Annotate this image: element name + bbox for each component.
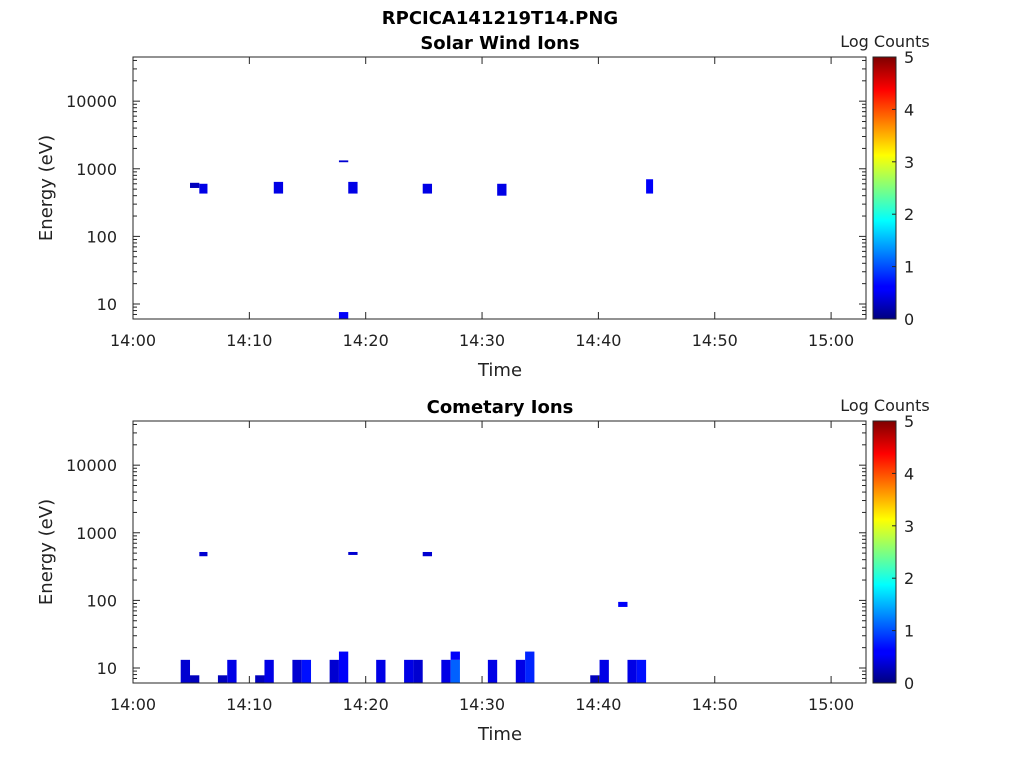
colorbar-tick-label: 2 [904, 205, 914, 224]
spectrogram-cell [627, 659, 637, 683]
spectrogram-cell [217, 675, 228, 683]
panel-title: Solar Wind Ions [420, 33, 579, 54]
x-tick-label: 14:10 [226, 331, 272, 350]
spectrogram-cell [227, 659, 237, 683]
colorbar-tick-label: 0 [904, 310, 914, 329]
spectrogram-cell [404, 659, 414, 683]
x-tick-label: 14:50 [692, 695, 738, 714]
plot-frame [132, 420, 867, 684]
x-tick-label: 14:00 [110, 331, 156, 350]
x-tick-label: 14:40 [575, 331, 621, 350]
x-tick-label: 14:00 [110, 695, 156, 714]
spectrogram-cell [338, 160, 349, 163]
spectrogram-cell [450, 651, 460, 660]
spectrogram-cell [590, 675, 600, 683]
x-tick-label: 15:00 [808, 331, 854, 350]
colorbar-label: Log Counts [840, 396, 930, 415]
spectrogram-cell [348, 181, 358, 194]
spectrogram-cell [618, 601, 628, 607]
spectrogram-cell [497, 183, 507, 196]
spectrogram-cell [190, 182, 200, 188]
x-tick-label: 14:10 [226, 695, 272, 714]
x-tick-label: 14:30 [459, 695, 505, 714]
spectrogram-cell [646, 179, 654, 194]
spectrogram-cell [441, 659, 451, 683]
spectrogram-cell [422, 183, 433, 194]
spectrogram-cell [180, 659, 191, 683]
colorbar-tick-label: 4 [904, 100, 914, 119]
spectrogram-cell [255, 675, 265, 683]
colorbar-tick-label: 3 [904, 517, 914, 536]
y-tick-label: 1000 [76, 160, 117, 179]
spectrogram-cell [338, 312, 349, 319]
plot-frame [132, 56, 867, 320]
spectrogram-cell [273, 181, 284, 194]
y-axis-label: Energy (eV) [36, 135, 57, 241]
spectrogram-cell [292, 659, 302, 683]
spectrogram-cell [487, 659, 498, 683]
colorbar-gradient [872, 420, 897, 684]
colorbar: Log Counts 0 1 2 3 4 5 [840, 396, 930, 693]
spectrogram-cell [450, 659, 460, 683]
x-tick-label: 15:00 [808, 695, 854, 714]
spectrogram-cell [525, 651, 535, 683]
spectrogram-cell [264, 659, 274, 683]
colorbar-tick-label: 3 [904, 153, 914, 172]
spectrogram-cell [376, 659, 386, 683]
colorbar-tick-label: 1 [904, 622, 914, 641]
figure-title: RPCICA141219T14.PNG [382, 8, 618, 29]
y-tick-label: 10000 [66, 92, 117, 111]
y-axis-label: Energy (eV) [36, 499, 57, 605]
spectrogram-cell [599, 659, 609, 683]
spectrogram-cell [190, 675, 200, 683]
spectrogram-cell [301, 659, 312, 683]
x-tick-label: 14:40 [575, 695, 621, 714]
spectrogram-cell [348, 551, 358, 555]
spectrogram-cell [636, 659, 647, 683]
colorbar-tick-label: 0 [904, 674, 914, 693]
cometary-ions-panel: Cometary Ions Energy (eV) Time Log Count… [36, 396, 930, 745]
spectrogram-cell [413, 659, 423, 683]
y-tick-label: 100 [86, 591, 117, 610]
colorbar-tick-label: 4 [904, 464, 914, 483]
spectrogram-cell [338, 651, 349, 683]
colorbar-tick-label: 5 [904, 412, 914, 431]
x-tick-label: 14:50 [692, 331, 738, 350]
x-axis-label: Time [477, 360, 522, 381]
colorbar-tick-label: 5 [904, 48, 914, 67]
colorbar-gradient [872, 56, 897, 320]
y-tick-label: 10 [97, 295, 117, 314]
y-tick-label: 10 [97, 659, 117, 678]
colorbar-label: Log Counts [840, 32, 930, 51]
spectrogram-cell [422, 551, 433, 557]
x-tick-label: 14:20 [343, 331, 389, 350]
spectrogram-cell [199, 551, 208, 557]
solar-wind-ions-panel: Solar Wind Ions Energy (eV) Time Log Cou… [36, 32, 930, 381]
x-tick-label: 14:30 [459, 331, 505, 350]
x-tick-label: 14:20 [343, 695, 389, 714]
spectrogram-cell [199, 183, 208, 194]
spectrogram-cell [329, 659, 339, 683]
panel-title: Cometary Ions [427, 397, 574, 418]
colorbar: Log Counts 0 1 2 3 4 5 [840, 32, 930, 329]
x-axis-label: Time [477, 724, 522, 745]
y-tick-label: 10000 [66, 456, 117, 475]
y-tick-label: 1000 [76, 524, 117, 543]
spectrogram-cell [515, 659, 526, 683]
y-tick-label: 100 [86, 227, 117, 246]
colorbar-tick-label: 1 [904, 258, 914, 277]
colorbar-tick-label: 2 [904, 569, 914, 588]
